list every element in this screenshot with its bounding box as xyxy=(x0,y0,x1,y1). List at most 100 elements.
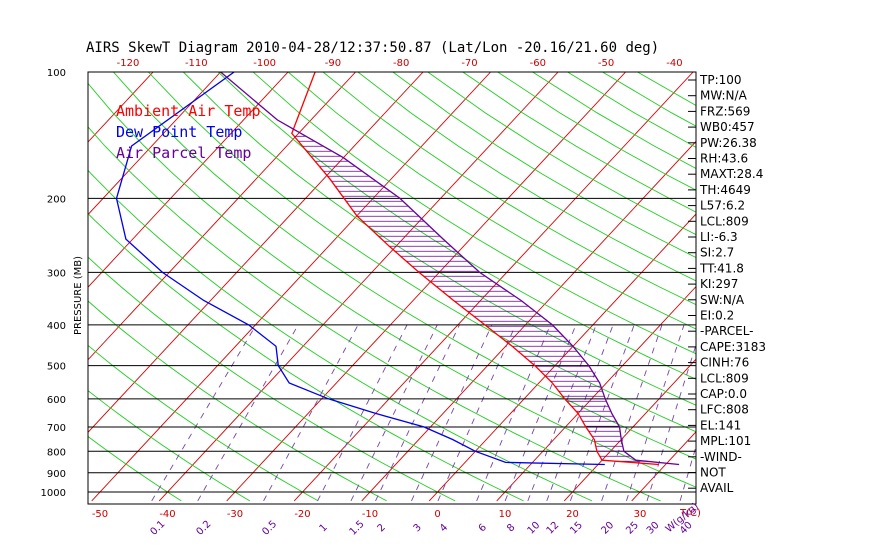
index-entry: LFC:808 xyxy=(700,403,749,417)
isotherm-line xyxy=(563,358,696,502)
mixing-ratio-tick-label: 15 xyxy=(568,520,585,537)
isotherm-line xyxy=(767,72,870,501)
isotherm-line xyxy=(0,72,18,501)
index-entry: MAXT:28.4 xyxy=(700,167,763,181)
dry-adiabat-line xyxy=(88,212,524,502)
top-temp-tick-label: -40 xyxy=(666,58,682,69)
mixing-ratio-line xyxy=(476,324,551,502)
mixing-ratio-tick-label: 0.5 xyxy=(260,519,279,538)
dry-adiabat-line xyxy=(88,390,251,502)
top-temp-tick-label: -60 xyxy=(530,58,546,69)
dewpoint-temp-line xyxy=(115,72,605,466)
pressure-tick-label: 400 xyxy=(47,321,66,332)
pressure-tick-label: 200 xyxy=(47,194,66,205)
index-entry: L57:6.2 xyxy=(700,199,745,213)
x-axis-label: T(C) xyxy=(679,508,701,519)
dry-adiabat-line xyxy=(88,169,593,502)
cape-hatch xyxy=(294,135,647,462)
bottom-temp-tick-label: 20 xyxy=(566,509,579,520)
dry-adiabat-line xyxy=(322,72,696,306)
parcel-temp-line xyxy=(220,72,680,466)
legend-parcel: Air Parcel Temp xyxy=(116,144,251,162)
dry-adiabat-line xyxy=(88,126,661,502)
isotherm-line xyxy=(88,72,356,361)
bottom-temp-tick-label: -30 xyxy=(227,509,243,520)
dry-adiabat-line xyxy=(88,300,387,502)
index-entry: LI:-6.3 xyxy=(700,230,738,244)
index-entry: PW:26.38 xyxy=(700,136,757,150)
top-temp-tick-label: -110 xyxy=(185,58,208,69)
dry-adiabat-line xyxy=(462,72,696,213)
bottom-temp-tick-label: 10 xyxy=(499,509,512,520)
index-entry: EL:141 xyxy=(700,418,741,432)
chart-title: AIRS SkewT Diagram 2010-04-28/12:37:50.8… xyxy=(86,40,659,56)
pressure-tick-label: 500 xyxy=(47,362,66,373)
isotherm-line xyxy=(88,72,289,288)
legend-dewpoint: Dew Point Temp xyxy=(116,123,242,141)
bottom-temp-tick-label: 30 xyxy=(634,509,647,520)
index-entry: CINH:76 xyxy=(700,356,749,370)
index-entry: WB0:457 xyxy=(700,120,755,134)
isotherm-line xyxy=(496,285,696,502)
index-entry: SW:N/A xyxy=(700,293,745,307)
pressure-tick-label: 800 xyxy=(47,447,66,458)
dry-adiabat-line xyxy=(88,256,456,502)
pressure-tick-label: 700 xyxy=(47,423,66,434)
mixing-ratio-line xyxy=(546,324,614,502)
mixing-ratio-tick-label: 8 xyxy=(505,522,517,534)
pressure-tick-label: 300 xyxy=(47,268,66,279)
dry-adiabat-line xyxy=(182,72,696,406)
pressure-tick-label: 600 xyxy=(47,395,66,406)
isotherm-line xyxy=(88,72,424,433)
mixing-ratio-line xyxy=(375,324,460,502)
mixing-ratio-tick-label: 12 xyxy=(545,520,562,537)
index-entry: LCL:809 xyxy=(700,371,749,385)
dry-adiabat-line xyxy=(88,82,696,488)
mixing-ratio-line xyxy=(569,324,635,502)
legend: Ambient Air Temp Dew Point Temp Air Parc… xyxy=(116,102,261,162)
dry-adiabat-line xyxy=(287,72,696,330)
legend-ambient: Ambient Air Temp xyxy=(116,102,261,120)
plot-frame xyxy=(87,71,697,505)
bottom-temp-tick-label: 0 xyxy=(434,509,440,520)
bottom-temp-tick-label: -20 xyxy=(294,509,310,520)
index-entry: TP:100 xyxy=(699,73,742,87)
bottom-temp-tick-label: -40 xyxy=(159,509,175,520)
mixing-ratio-tick-label: 30 xyxy=(645,520,662,537)
index-entry: RH:43.6 xyxy=(700,152,748,166)
isotherm-line xyxy=(428,213,696,502)
series-layer xyxy=(115,72,680,466)
mixing-ratio-tick-label: 1 xyxy=(318,522,330,534)
dry-adiabat-line xyxy=(88,344,319,502)
mixing-ratio-tick-label: 6 xyxy=(477,522,489,534)
mixing-ratio-line xyxy=(646,343,696,502)
top-temp-tick-label: -90 xyxy=(325,58,341,69)
dry-adiabat-line xyxy=(88,435,182,502)
top-temp-tick-label: -100 xyxy=(253,58,276,69)
mixing-ratio-line xyxy=(411,324,493,502)
mixing-ratio-line xyxy=(437,324,517,502)
isotherm-line xyxy=(88,72,221,216)
index-entry: -PARCEL- xyxy=(700,324,754,338)
mixing-ratio-line xyxy=(263,324,359,502)
dry-adiabat-line xyxy=(113,72,696,460)
index-entry: TH:4649 xyxy=(699,183,751,197)
pressure-tick-label: 1000 xyxy=(41,488,66,499)
mixing-ratio-tick-label: 0.1 xyxy=(148,519,167,538)
mixing-ratio-tick-label: 0.2 xyxy=(194,519,213,538)
dry-adiabat-line xyxy=(392,72,696,259)
dry-adiabat-line xyxy=(217,72,696,380)
dry-adiabat-line xyxy=(357,72,696,282)
top-temp-tick-label: -70 xyxy=(461,58,477,69)
bottom-temp-tick-label: -10 xyxy=(362,509,378,520)
index-entry: SI:2.7 xyxy=(700,246,734,260)
mixing-ratio-line xyxy=(527,324,597,502)
mixing-ratio-tick-label: 4 xyxy=(438,522,450,534)
index-entry: CAP:0.0 xyxy=(700,387,747,401)
dry-adiabat-line xyxy=(252,72,696,355)
top-temp-tick-label: -50 xyxy=(598,58,614,69)
bottom-temp-tick-label: -50 xyxy=(92,509,108,520)
dry-adiabat-line xyxy=(497,72,696,191)
index-entry: MW:N/A xyxy=(700,89,748,103)
